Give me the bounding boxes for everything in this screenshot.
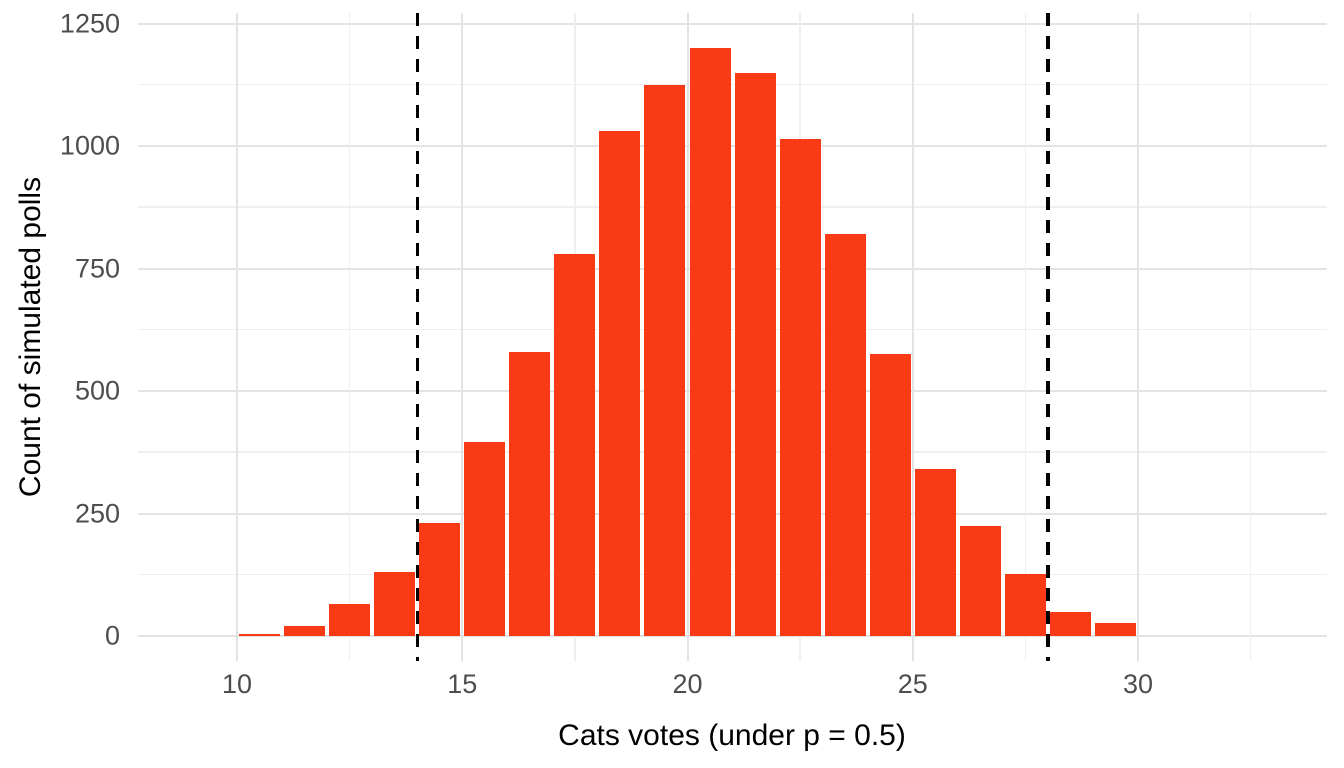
- y-major-gridline: [138, 512, 1327, 515]
- histogram-bar: [689, 48, 731, 636]
- x-tick-label: 20: [672, 669, 703, 699]
- x-major-gridline: [911, 13, 914, 661]
- histogram-bar: [329, 604, 371, 636]
- histogram-bar: [419, 523, 461, 636]
- histogram-bar: [779, 138, 821, 636]
- y-major-gridline: [138, 22, 1327, 25]
- histogram-bar: [1049, 612, 1091, 636]
- x-minor-gridline: [348, 13, 351, 661]
- y-tick-label: 500: [74, 375, 120, 406]
- histogram-bar: [824, 234, 866, 636]
- x-tick-label: 25: [897, 669, 928, 699]
- histogram-bar: [1004, 573, 1046, 636]
- x-minor-gridline: [1249, 13, 1252, 661]
- y-major-gridline: [138, 635, 1327, 637]
- reference-dashed-line: [415, 13, 419, 661]
- y-major-gridline: [138, 390, 1327, 392]
- y-tick-label: 1250: [59, 8, 120, 38]
- y-minor-gridline: [138, 451, 1327, 453]
- x-major-gridline: [686, 13, 689, 661]
- histogram-bar: [599, 131, 641, 636]
- y-tick-label: 250: [74, 498, 120, 528]
- histogram-bar: [959, 525, 1001, 636]
- histogram-bar: [509, 351, 551, 636]
- y-minor-gridline: [138, 573, 1327, 576]
- y-minor-gridline: [138, 83, 1327, 86]
- histogram-bar: [464, 442, 506, 636]
- histogram-bar: [284, 626, 326, 636]
- histogram-bar: [374, 572, 416, 636]
- histogram-bar: [869, 354, 911, 636]
- x-tick-label: 30: [1122, 669, 1154, 699]
- histogram-bar: [914, 469, 956, 636]
- y-major-gridline: [138, 267, 1327, 270]
- histogram-bar: [239, 634, 281, 636]
- histogram-bar: [734, 72, 776, 636]
- y-tick-label: 1000: [59, 130, 120, 161]
- y-tick-label: 0: [104, 620, 120, 651]
- y-tick-label: 750: [74, 253, 120, 283]
- x-axis-title: Cats votes (under p = 0.5): [558, 719, 906, 752]
- x-tick-label: 15: [447, 669, 478, 699]
- y-minor-gridline: [138, 206, 1327, 208]
- y-major-gridline: [138, 145, 1327, 147]
- x-major-gridline: [236, 13, 238, 661]
- y-axis-title: Count of simulated polls: [14, 176, 47, 498]
- y-minor-gridline: [138, 328, 1327, 331]
- x-minor-gridline: [1024, 13, 1027, 661]
- x-major-gridline: [461, 13, 464, 661]
- reference-dashed-line: [1046, 13, 1050, 661]
- histogram-bar: [1094, 622, 1136, 636]
- x-tick-label: 10: [221, 669, 253, 699]
- histogram-bar: [554, 253, 596, 636]
- x-major-gridline: [1137, 13, 1139, 661]
- histogram-bar: [644, 84, 686, 636]
